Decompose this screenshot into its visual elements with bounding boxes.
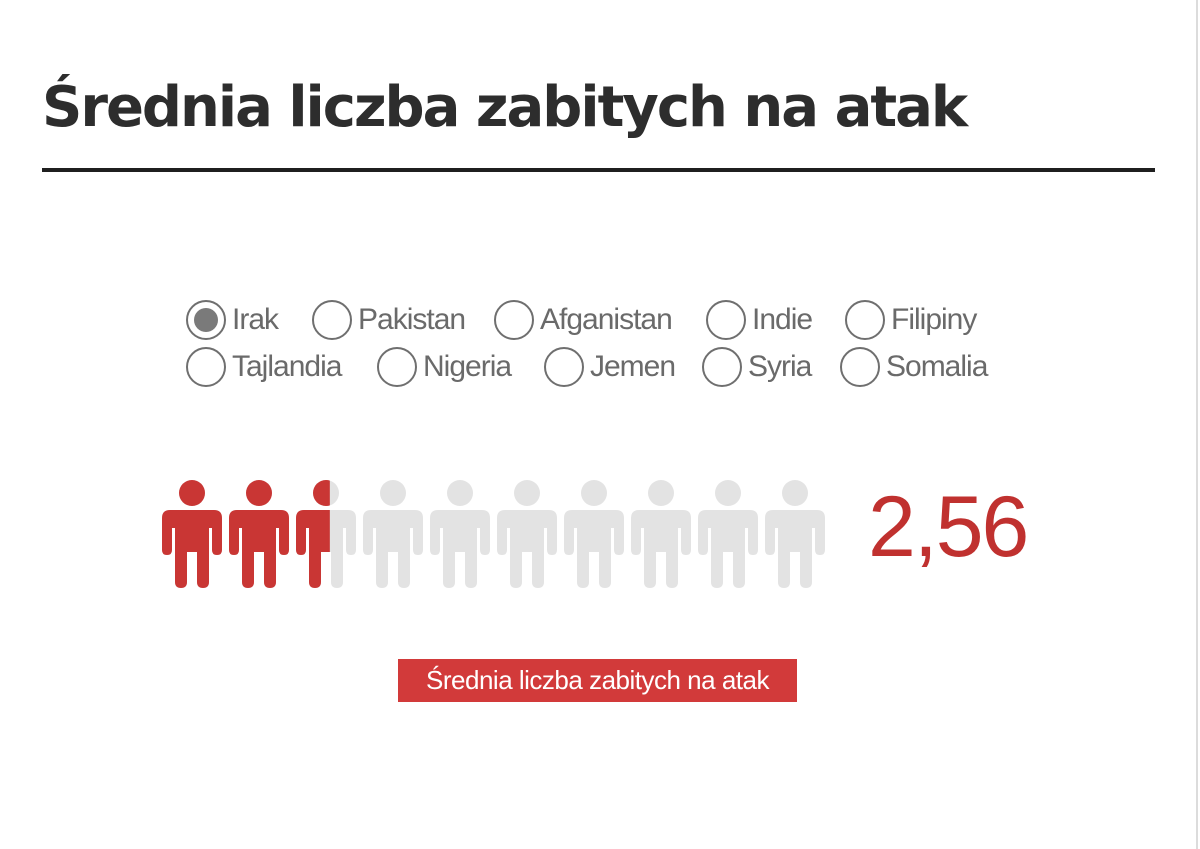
country-option-jemen[interactable]: Jemen [544, 344, 676, 390]
person-icon [296, 480, 356, 588]
person-icon [229, 480, 289, 588]
person-icon [363, 480, 423, 588]
radio-button[interactable] [544, 347, 584, 387]
person-icon-empty [430, 480, 490, 588]
person-icon-empty [631, 480, 691, 588]
country-label: Tajlandia [232, 350, 342, 383]
person-icon-empty [564, 480, 624, 588]
country-label: Indie [752, 303, 813, 336]
person-icon-empty [363, 480, 423, 588]
country-label: Jemen [590, 350, 676, 383]
person-icon-empty [497, 480, 557, 588]
country-label: Syria [748, 350, 812, 383]
radio-button[interactable] [706, 300, 746, 340]
value-label: 2,56 [868, 479, 1029, 575]
country-option-irak[interactable]: Irak [186, 297, 279, 343]
radio-button[interactable] [186, 347, 226, 387]
radio-button[interactable] [845, 300, 885, 340]
country-option-afganistan[interactable]: Afganistan [494, 297, 673, 343]
title-divider [42, 168, 1155, 172]
country-options-row-1: Irak Pakistan Afganistan Indie Filipiny [0, 297, 1200, 343]
country-label: Nigeria [423, 350, 512, 383]
person-icon-filled [296, 480, 330, 588]
chart-title: Średnia liczba zabitych na atak [42, 75, 968, 140]
radio-button[interactable] [840, 347, 880, 387]
person-icon-empty [698, 480, 758, 588]
country-option-indie[interactable]: Indie [706, 297, 813, 343]
person-icon [564, 480, 624, 588]
country-option-somalia[interactable]: Somalia [840, 344, 988, 390]
country-option-nigeria[interactable]: Nigeria [377, 344, 512, 390]
radio-button[interactable] [494, 300, 534, 340]
country-option-pakistan[interactable]: Pakistan [312, 297, 466, 343]
person-icon-filled [162, 480, 222, 588]
right-border [1196, 0, 1198, 849]
person-icon [162, 480, 222, 588]
person-icon [430, 480, 490, 588]
radio-button[interactable] [377, 347, 417, 387]
country-label: Filipiny [891, 303, 977, 336]
radio-button[interactable] [702, 347, 742, 387]
radio-button[interactable] [186, 300, 226, 340]
country-option-tajlandia[interactable]: Tajlandia [186, 344, 342, 390]
country-option-filipiny[interactable]: Filipiny [845, 297, 977, 343]
person-icon-empty [765, 480, 825, 588]
country-label: Somalia [886, 350, 988, 383]
person-icon [631, 480, 691, 588]
legend-tag: Średnia liczba zabitych na atak [398, 659, 797, 702]
person-icon-bar [162, 480, 825, 588]
country-label: Pakistan [358, 303, 466, 336]
person-icon [497, 480, 557, 588]
country-option-syria[interactable]: Syria [702, 344, 812, 390]
country-label: Irak [232, 303, 279, 336]
country-label: Afganistan [540, 303, 673, 336]
person-icon [765, 480, 825, 588]
person-icon-filled [229, 480, 289, 588]
person-icon [698, 480, 758, 588]
radio-button[interactable] [312, 300, 352, 340]
country-options-row-2: Tajlandia Nigeria Jemen Syria Somalia [0, 344, 1200, 390]
